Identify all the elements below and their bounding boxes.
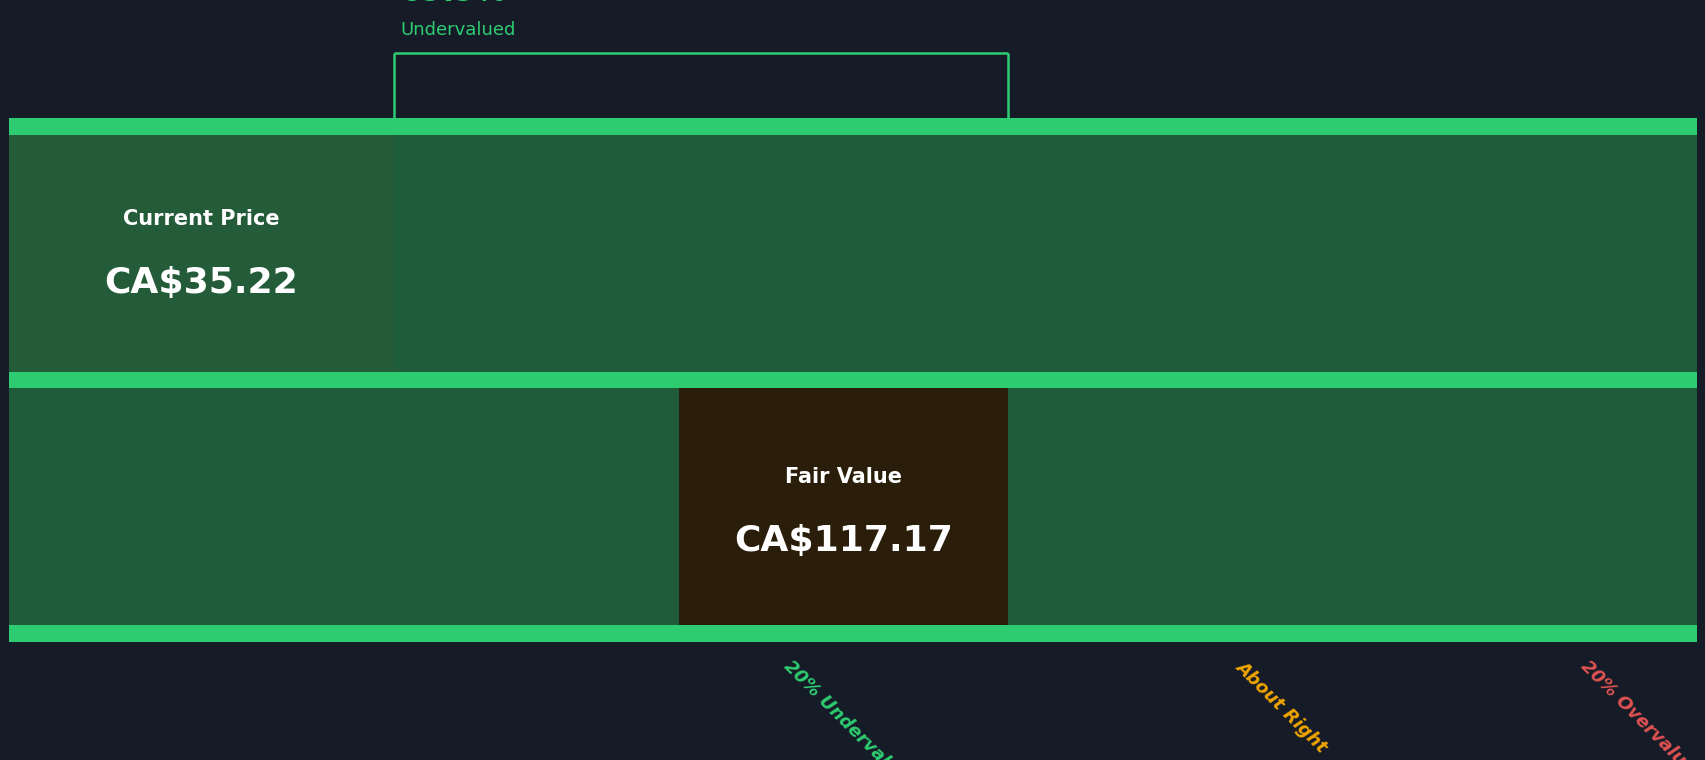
- Bar: [1008, 118, 1454, 642]
- Bar: [9, 135, 1696, 372]
- Bar: [9, 388, 1696, 625]
- Text: CA$117.17: CA$117.17: [733, 524, 953, 558]
- Bar: [9, 118, 1696, 135]
- Text: Undervalued: Undervalued: [401, 21, 515, 40]
- Text: 20% Overvalued: 20% Overvalued: [1575, 657, 1705, 760]
- Bar: [9, 372, 1696, 388]
- Bar: [1454, 118, 1696, 642]
- Text: CA$35.22: CA$35.22: [104, 267, 298, 300]
- Text: About Right: About Right: [1231, 657, 1330, 756]
- Text: Current Price: Current Price: [123, 209, 280, 229]
- Bar: [9, 118, 1008, 642]
- Text: 69.9%: 69.9%: [401, 0, 506, 7]
- Text: 20% Undervalued: 20% Undervalued: [779, 657, 919, 760]
- Bar: [679, 388, 1008, 625]
- Bar: [9, 135, 394, 372]
- Bar: [9, 625, 1696, 642]
- Text: Fair Value: Fair Value: [784, 467, 902, 486]
